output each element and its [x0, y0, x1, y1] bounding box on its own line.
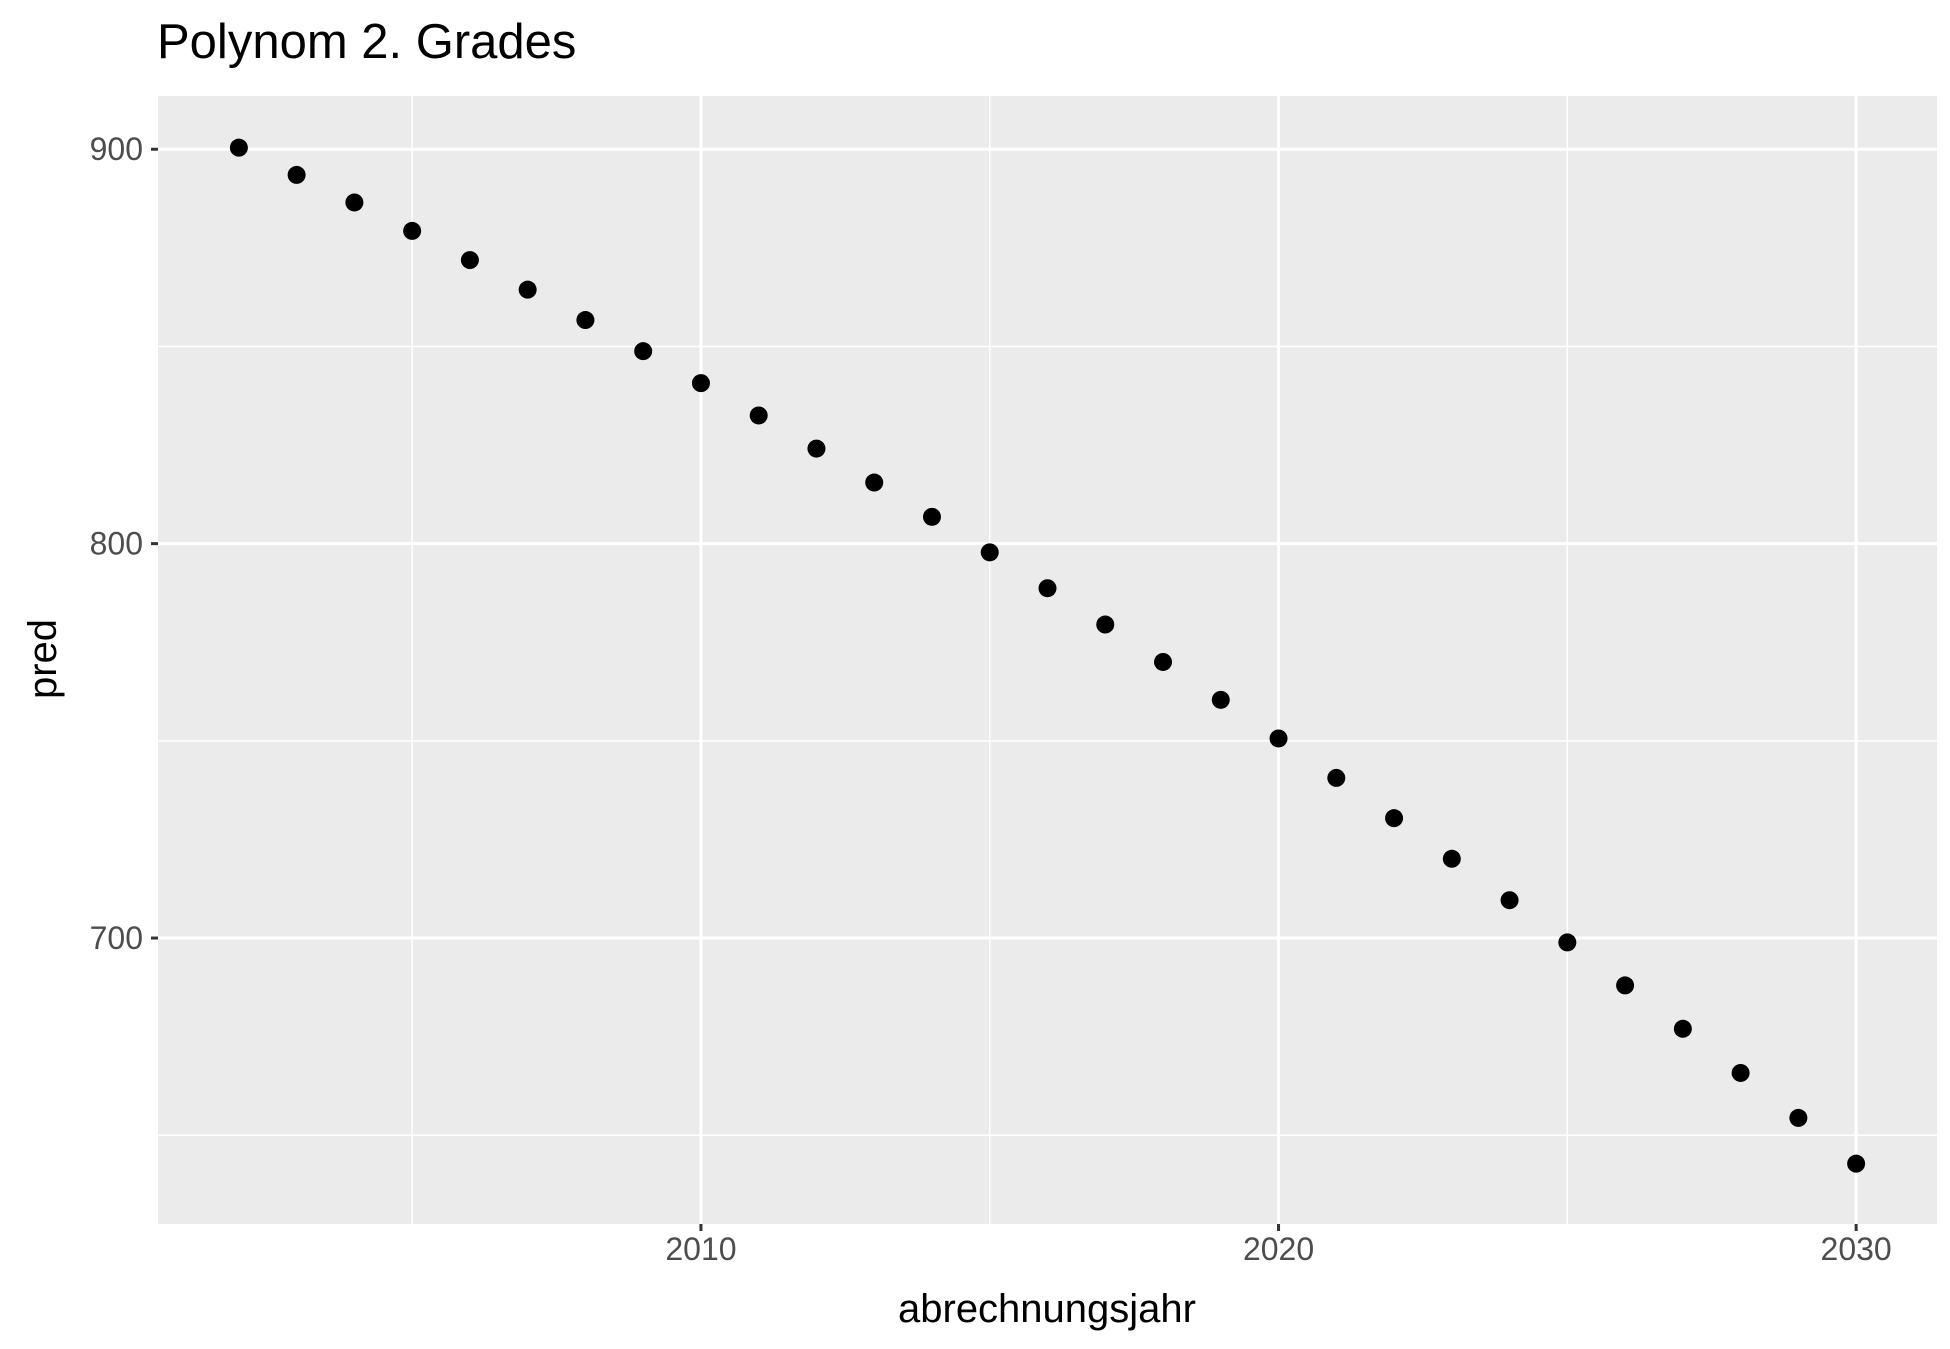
- y-tick-label: 900: [90, 131, 143, 167]
- data-point: [576, 311, 595, 330]
- data-point: [1269, 729, 1288, 748]
- data-point: [922, 507, 941, 526]
- data-point: [1038, 579, 1057, 598]
- data-point: [1616, 976, 1635, 995]
- major-grid: [158, 96, 1937, 1224]
- data-point: [1673, 1019, 1692, 1038]
- data-point: [807, 439, 826, 458]
- data-point: [1154, 652, 1173, 671]
- minor-grid: [158, 96, 1937, 1224]
- x-axis-title: abrechnungsjahr: [898, 1287, 1196, 1331]
- x-tick-label: 2010: [665, 1231, 736, 1267]
- data-point: [1327, 768, 1346, 787]
- data-point: [691, 374, 710, 393]
- data-points: [229, 138, 1866, 1173]
- data-point: [634, 342, 653, 361]
- axis-tick-labels: 2010 2020 2030 700 800 900: [90, 131, 1892, 1267]
- data-point: [460, 251, 479, 270]
- axis-ticks: [151, 147, 1858, 1231]
- data-point: [1731, 1063, 1750, 1082]
- data-point: [1442, 849, 1461, 868]
- data-point: [287, 165, 306, 184]
- data-point: [229, 138, 248, 157]
- data-point: [403, 221, 422, 240]
- data-point: [980, 543, 999, 562]
- chart-title: Polynom 2. Grades: [157, 15, 576, 69]
- data-point: [518, 280, 537, 299]
- data-point: [345, 193, 364, 212]
- x-tick-label: 2020: [1243, 1231, 1314, 1267]
- data-point: [865, 473, 884, 492]
- data-point: [749, 406, 768, 425]
- data-point: [1096, 615, 1115, 634]
- data-point: [1847, 1154, 1866, 1173]
- data-point: [1211, 690, 1230, 709]
- data-point: [1385, 809, 1404, 828]
- data-point: [1500, 891, 1519, 910]
- y-axis-title: pred: [21, 619, 65, 699]
- data-point: [1558, 933, 1577, 952]
- x-tick-label: 2030: [1821, 1231, 1892, 1267]
- y-tick-label: 700: [90, 920, 143, 956]
- data-point: [1789, 1108, 1808, 1127]
- y-tick-label: 800: [90, 526, 143, 562]
- plot-panel: [158, 96, 1937, 1224]
